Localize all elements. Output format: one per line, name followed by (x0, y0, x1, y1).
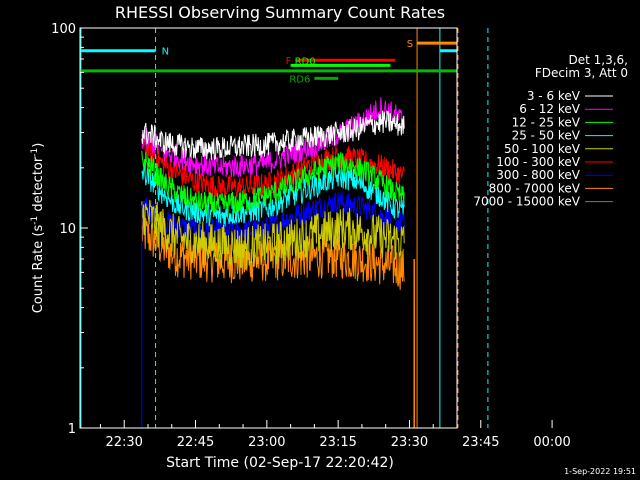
legend-label-12-25-kev: 12 - 25 keV (512, 115, 581, 129)
legend-label-800-7000-kev: 800 - 7000 keV (489, 181, 581, 195)
legend-label-25-50-kev: 25 - 50 keV (512, 129, 581, 143)
y-axis-label-sup1: -1 (30, 216, 40, 225)
status-label-rd6: RD6 (289, 74, 310, 85)
legend-header-line1: Det 1,3,6, (569, 53, 629, 67)
y-axis-label-main: Count Rate (s (31, 225, 46, 314)
y-tick-label-1: 1 (68, 422, 76, 437)
y-axis-label-mid: detector (31, 156, 46, 216)
legend-label-100-300-kev: 100 - 300 keV (496, 155, 580, 169)
tick-layer: 22:30 22:45 23:00 23:15 23:30 23:45 00:00 100 10… (51, 22, 571, 450)
legend-header-line2: FDecim 3, Att 0 (535, 66, 628, 80)
status-label-f: F (286, 56, 292, 67)
x-tick-label-2330: 23:30 (391, 435, 428, 450)
x-tick-label-2245: 22:45 (177, 435, 214, 450)
y-axis-label: Count Rate (s-1 detector-1) (30, 143, 46, 314)
chart-title: RHESSI Observing Summary Count Rates (115, 3, 445, 22)
x-tick-label-2345: 23:45 (462, 435, 499, 450)
series-line-3-6-kev (141, 110, 405, 161)
series-line-50-100-kev (141, 199, 405, 269)
y-axis-label-end: ) (31, 143, 46, 148)
y-axis-label-sup2: -1 (30, 148, 40, 157)
x-axis-label: Start Time (02-Sep-17 22:20:42) (166, 455, 394, 471)
status-label-rd0: RD0 (295, 56, 316, 67)
x-tick-label-2315: 23:15 (319, 435, 356, 450)
x-tick-label-2300: 23:00 (248, 435, 285, 450)
status-label-s: S (407, 39, 413, 50)
data-layer (141, 97, 415, 428)
legend-label-6-12-kev: 6 - 12 keV (519, 102, 581, 116)
footer-timestamp: 1-Sep-2022 19:51 (564, 467, 636, 476)
y-tick-label-10: 10 (59, 222, 76, 237)
x-tick-label-0000: 00:00 (533, 435, 570, 450)
series-line-300-800-kev (141, 191, 405, 244)
legend-label-50-100-kev: 50 - 100 keV (504, 142, 581, 156)
legend-label-300-800-kev: 300 - 800 keV (496, 168, 580, 182)
legend-label-7000-15000-kev: 7000 - 15000 keV (473, 195, 580, 209)
series-line-12-25-kev (141, 150, 405, 217)
y-tick-label-100: 100 (51, 22, 76, 37)
legend-label-3-6-kev: 3 - 6 keV (527, 89, 581, 103)
x-tick-label-2230: 22:30 (105, 435, 142, 450)
series-line-800-7000-kev (141, 211, 405, 290)
status-label-n: N (162, 47, 169, 58)
